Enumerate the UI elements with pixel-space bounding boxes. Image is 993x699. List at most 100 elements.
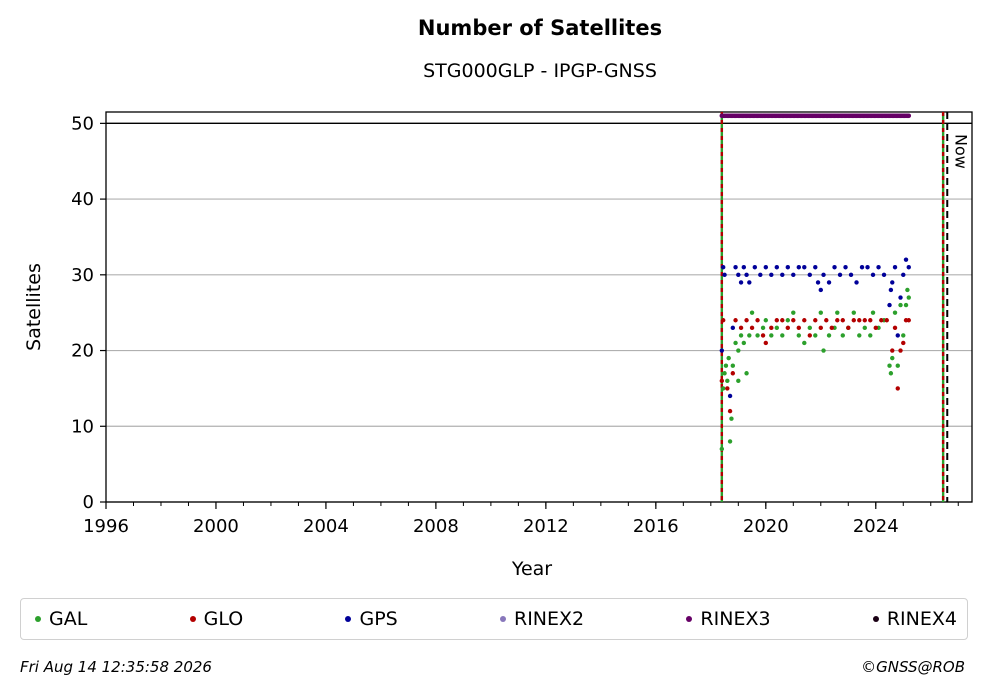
gps-point <box>802 265 807 270</box>
gps-point <box>741 265 747 270</box>
glo-point <box>884 318 889 323</box>
glo-point <box>763 340 769 346</box>
x-tick-label: 2000 <box>193 516 239 537</box>
satellites-chart: 0 10 20 30 40 50 1996 2000 2004 2008 2012 2016 2020 2… <box>23 111 973 580</box>
gal-point <box>903 302 909 308</box>
gal-point <box>890 355 895 361</box>
gal-point <box>749 310 755 315</box>
gal-point <box>769 333 774 338</box>
gps-point <box>780 272 785 278</box>
x-tick-label: 2012 <box>523 516 569 537</box>
gps-point <box>796 265 801 270</box>
gps-point <box>774 265 780 270</box>
gps-point <box>763 265 769 270</box>
gal-point <box>813 333 818 338</box>
x-tick-label: 2020 <box>743 516 789 537</box>
gps-point <box>818 287 823 293</box>
gal-point <box>760 325 766 331</box>
gps-point <box>832 265 837 270</box>
gal-point <box>726 355 731 361</box>
glo-point <box>796 325 801 331</box>
plot-frame <box>105 111 973 503</box>
gal-point <box>906 295 911 300</box>
gps-point <box>870 272 876 278</box>
glo-point <box>846 325 851 331</box>
gal-point <box>851 310 856 315</box>
glo-point <box>895 386 900 391</box>
gal-point <box>741 340 747 346</box>
glo-point <box>755 318 760 323</box>
gps-point <box>752 265 758 270</box>
rinex2-marker-icon <box>500 616 506 622</box>
glo-marker-icon <box>189 616 196 622</box>
y-tick-label: 20 <box>71 341 94 362</box>
rinex4-marker-icon <box>872 616 879 622</box>
gps-point <box>730 325 736 331</box>
gal-point <box>840 333 845 338</box>
x-tick-label: 2016 <box>633 516 679 537</box>
glo-point <box>824 318 829 323</box>
gal-point <box>744 371 749 376</box>
glo-point <box>785 325 791 331</box>
gal-point <box>791 310 796 315</box>
gps-point <box>769 272 774 278</box>
gps-point <box>906 265 911 270</box>
glo-point <box>719 378 725 384</box>
gps-point <box>821 272 826 278</box>
gal-point <box>835 310 840 315</box>
gal-point <box>868 333 873 338</box>
gal-point <box>736 378 741 384</box>
gps-point <box>837 272 843 278</box>
gps-point <box>890 280 895 285</box>
glo-point <box>749 325 755 331</box>
gal-point <box>785 318 791 323</box>
gps-point <box>901 272 906 278</box>
y-axis-label: Satellites <box>23 263 45 351</box>
gps-point <box>881 272 887 278</box>
gps-point <box>747 280 752 285</box>
gps-point <box>865 265 870 270</box>
gal-point <box>755 333 760 338</box>
gal-point <box>802 340 807 346</box>
footer-date: Fri Aug 14 12:35:58 2026 <box>20 658 212 676</box>
gps-point <box>738 280 744 285</box>
glo-point <box>829 325 834 331</box>
legend-item-rinex4: RINEX4 <box>872 608 957 630</box>
legend-label-gal: GAL <box>49 608 88 630</box>
gal-point <box>888 371 894 376</box>
gps-point <box>826 280 832 285</box>
gps-point <box>744 272 749 278</box>
glo-point <box>840 318 845 323</box>
gps-point <box>733 265 738 270</box>
gps-point <box>720 265 726 270</box>
chart-title: Number of Satellites <box>417 16 663 40</box>
gal-point <box>821 348 826 353</box>
x-tick-label: 1996 <box>83 516 129 537</box>
gal-point <box>720 386 726 391</box>
glo-point <box>725 386 730 391</box>
gps-point <box>722 272 727 278</box>
gps-point <box>854 280 859 285</box>
legend-label-rinex3: RINEX3 <box>700 608 771 630</box>
gal-point <box>725 378 730 384</box>
gal-point <box>727 439 733 444</box>
gal-point <box>898 302 903 308</box>
gal-point <box>736 348 741 353</box>
glo-point <box>873 325 878 331</box>
gal-point <box>905 287 910 293</box>
glo-point <box>813 318 818 323</box>
gps-point <box>895 333 900 338</box>
y-tick-label: 0 <box>83 492 94 513</box>
gps-point <box>903 257 909 262</box>
gal-point <box>730 363 736 368</box>
glo-point <box>744 318 749 323</box>
glo-point <box>898 348 903 353</box>
glo-point <box>862 318 867 323</box>
gal-point <box>722 371 727 376</box>
gal-point <box>780 333 785 338</box>
gps-point <box>719 348 725 353</box>
gal-point <box>719 446 725 452</box>
gps-point <box>807 272 812 278</box>
glo-point <box>818 325 823 331</box>
legend-item-rinex3: RINEX3 <box>686 608 771 630</box>
